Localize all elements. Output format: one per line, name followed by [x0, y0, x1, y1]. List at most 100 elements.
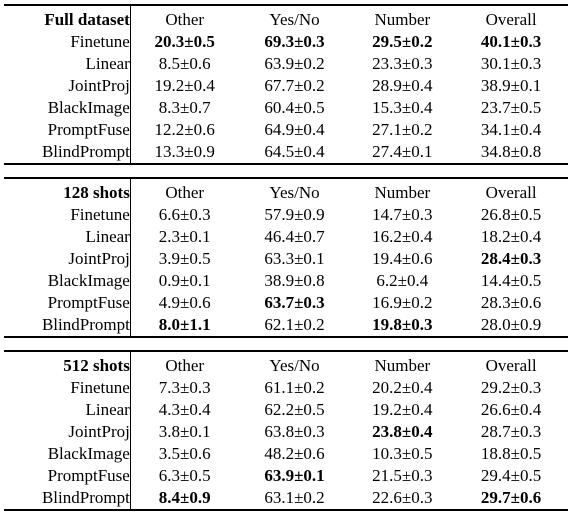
method-name: BlindPrompt: [4, 141, 131, 165]
score-cell: 67.7±0.2: [264, 76, 325, 95]
table-row: PromptFuse 12.2±0.6 64.9±0.4 27.1±0.2 34.1±0…: [4, 119, 568, 141]
score-cell: 29.2±0.3: [480, 378, 542, 397]
score-cell: 19.4±0.6: [372, 249, 433, 268]
table-row: BlackImage 0.9±0.1 38.9±0.8 6.2±0.4 14.4±0.5: [4, 270, 568, 292]
method-name: Finetune: [4, 204, 131, 226]
score-cell: 22.6±0.3: [350, 487, 455, 511]
score-cell: 30.1±0.3: [480, 54, 542, 73]
score-cell: 28.7±0.3: [480, 422, 542, 441]
score-cell: 64.5±0.4: [238, 141, 351, 165]
column-header: Overall: [454, 4, 568, 31]
table-row: PromptFuse 6.3±0.5 63.9±0.1 21.5±0.3 29.4±0.…: [4, 465, 568, 487]
score-cell: 29.4±0.5: [480, 466, 542, 485]
score-cell: 34.8±0.8: [454, 141, 568, 165]
score-cell: 4.3±0.4: [158, 400, 211, 419]
score-cell: 27.4±0.1: [350, 141, 455, 165]
score-cell: 63.1±0.2: [238, 487, 351, 511]
score-cell: 29.5±0.2: [372, 32, 433, 51]
score-cell: 7.3±0.3: [158, 378, 211, 397]
score-cell: 28.9±0.4: [372, 76, 433, 95]
score-cell: 27.1±0.2: [372, 120, 433, 139]
score-cell: 6.3±0.5: [158, 466, 211, 485]
score-cell: 46.4±0.7: [264, 227, 325, 246]
table-row: BlackImage 8.3±0.7 60.4±0.5 15.3±0.4 23.7±0.…: [4, 97, 568, 119]
section-title: 128 shots: [4, 177, 131, 204]
method-name: BlackImage: [4, 443, 131, 465]
score-cell: 64.9±0.4: [264, 120, 325, 139]
table-row: PromptFuse 4.9±0.6 63.7±0.3 16.9±0.2 28.3±0.…: [4, 292, 568, 314]
score-cell: 6.6±0.3: [158, 205, 211, 224]
score-cell: 62.1±0.2: [238, 314, 351, 338]
score-cell: 4.9±0.6: [158, 293, 211, 312]
score-cell: 8.3±0.7: [158, 98, 211, 117]
results-table: Full dataset Other Yes/No Number Overall Fine…: [4, 4, 568, 511]
score-cell: 61.1±0.2: [264, 378, 325, 397]
score-cell: 40.1±0.3: [480, 32, 542, 51]
score-cell: 26.8±0.5: [480, 205, 542, 224]
score-cell: 48.2±0.6: [264, 444, 325, 463]
score-cell: 14.4±0.5: [480, 271, 542, 290]
table-row: JointProj 3.8±0.1 63.8±0.3 23.8±0.4 28.7±0.3: [4, 421, 568, 443]
table-row: JointProj 19.2±0.4 67.7±0.2 28.9±0.4 38.9±0.…: [4, 75, 568, 97]
method-name: BlackImage: [4, 97, 131, 119]
score-cell: 63.9±0.2: [264, 54, 325, 73]
column-header: Other: [130, 350, 239, 377]
method-name: PromptFuse: [4, 292, 131, 314]
score-cell: 60.4±0.5: [264, 98, 325, 117]
score-cell: 28.3±0.6: [480, 293, 542, 312]
method-name: BlackImage: [4, 270, 131, 292]
score-cell: 0.9±0.1: [158, 271, 211, 290]
score-cell: 23.8±0.4: [372, 422, 433, 441]
score-cell: 18.2±0.4: [480, 227, 542, 246]
score-cell: 20.3±0.5: [154, 32, 215, 51]
score-cell: 8.5±0.6: [158, 54, 211, 73]
score-cell: 38.9±0.1: [480, 76, 542, 95]
section-header-row: 128 shots Other Yes/No Number Overall: [4, 177, 568, 204]
score-cell: 10.3±0.5: [372, 444, 433, 463]
table-row: Linear 4.3±0.4 62.2±0.5 19.2±0.4 26.6±0.4: [4, 399, 568, 421]
column-header: Number: [350, 4, 455, 31]
method-name: PromptFuse: [4, 119, 131, 141]
table-row: Finetune 6.6±0.3 57.9±0.9 14.7±0.3 26.8±0.5: [4, 204, 568, 226]
column-header: Overall: [454, 350, 568, 377]
score-cell: 2.3±0.1: [158, 227, 211, 246]
column-header: Other: [130, 177, 239, 204]
score-cell: 63.8±0.3: [264, 422, 325, 441]
score-cell: 63.7±0.3: [264, 293, 325, 312]
table-row: Finetune 20.3±0.5 69.3±0.3 29.5±0.2 40.1±0.3: [4, 31, 568, 53]
score-cell: 69.3±0.3: [264, 32, 325, 51]
score-cell: 19.2±0.4: [372, 400, 433, 419]
score-cell: 3.5±0.6: [158, 444, 211, 463]
table-row: BlindPrompt 8.0±1.1 62.1±0.2 19.8±0.3 28.0±0…: [4, 314, 568, 338]
method-name: PromptFuse: [4, 465, 131, 487]
score-cell: 28.0±0.9: [454, 314, 568, 338]
score-cell: 57.9±0.9: [264, 205, 325, 224]
table-row: Linear 8.5±0.6 63.9±0.2 23.3±0.3 30.1±0.3: [4, 53, 568, 75]
table-section: Full dataset Other Yes/No Number Overall Fine…: [4, 4, 568, 165]
section-header-row: 512 shots Other Yes/No Number Overall: [4, 350, 568, 377]
column-header: Yes/No: [238, 350, 351, 377]
score-cell: 38.9±0.8: [264, 271, 325, 290]
table-row: Finetune 7.3±0.3 61.1±0.2 20.2±0.4 29.2±0.3: [4, 377, 568, 399]
score-cell: 6.2±0.4: [376, 271, 429, 290]
section-title: 512 shots: [4, 350, 131, 377]
score-cell: 63.9±0.1: [264, 466, 325, 485]
method-name: JointProj: [4, 421, 131, 443]
table-section: 512 shots Other Yes/No Number Overall Finetun…: [4, 337, 568, 511]
score-cell: 18.8±0.5: [480, 444, 542, 463]
score-cell: 23.7±0.5: [480, 98, 542, 117]
score-cell: 34.1±0.4: [480, 120, 542, 139]
method-name: Finetune: [4, 31, 131, 53]
table-row: JointProj 3.9±0.5 63.3±0.1 19.4±0.6 28.4±0.3: [4, 248, 568, 270]
table-section: 128 shots Other Yes/No Number Overall Finetun…: [4, 164, 568, 338]
section-header-row: Full dataset Other Yes/No Number Overall: [4, 4, 568, 31]
score-cell: 15.3±0.4: [372, 98, 433, 117]
method-name: JointProj: [4, 75, 131, 97]
score-cell: 16.2±0.4: [372, 227, 433, 246]
score-cell: 29.7±0.6: [454, 487, 568, 511]
table-row: BlindPrompt 13.3±0.9 64.5±0.4 27.4±0.1 34.8±…: [4, 141, 568, 165]
score-cell: 19.8±0.3: [350, 314, 455, 338]
score-cell: 63.3±0.1: [264, 249, 325, 268]
method-name: Linear: [4, 53, 131, 75]
column-header: Yes/No: [238, 177, 351, 204]
